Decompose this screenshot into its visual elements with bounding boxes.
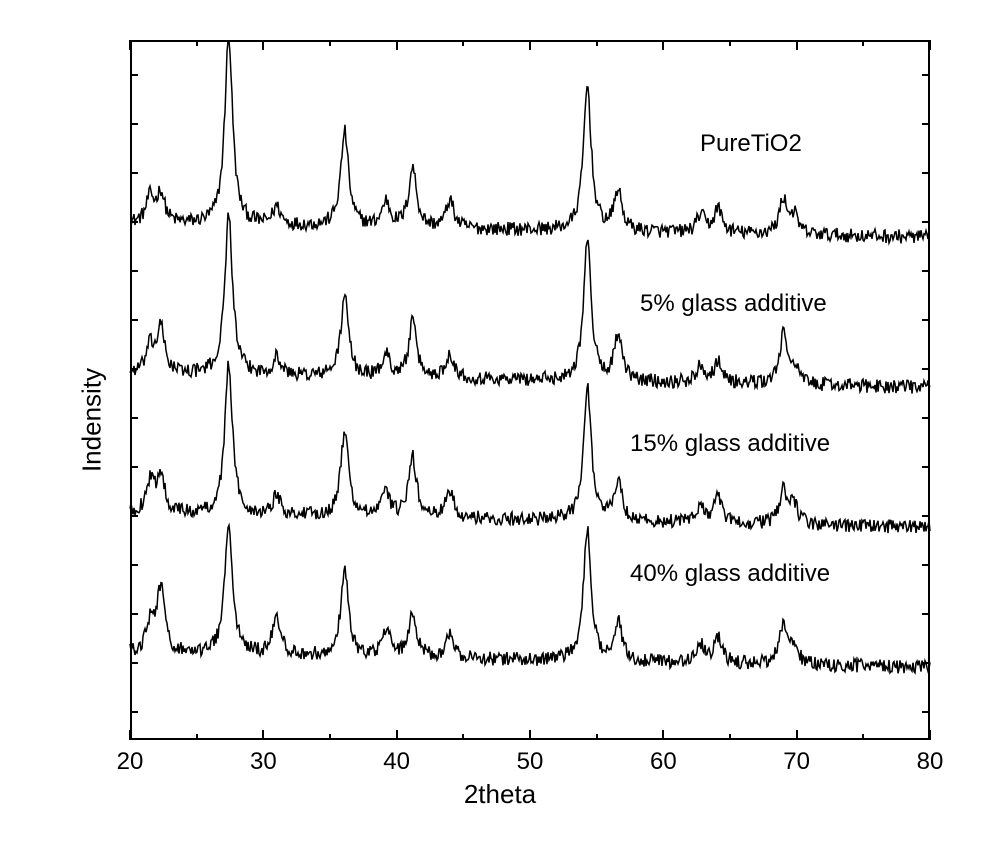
x-tick-label: 50: [517, 748, 544, 776]
x-axis-label: 2theta: [464, 779, 536, 810]
x-tick-label: 40: [383, 748, 410, 776]
x-tick-label: 30: [250, 748, 277, 776]
x-tick-label: 80: [917, 748, 944, 776]
x-tick-label: 70: [783, 748, 810, 776]
x-tick-label: 60: [650, 748, 677, 776]
x-tick-label: 20: [117, 748, 144, 776]
y-axis-label: Indensity: [77, 368, 108, 472]
trace-3: [130, 40, 930, 740]
xrd-chart: Indensity 2theta 20304050607080 PureTiO2…: [40, 30, 960, 810]
